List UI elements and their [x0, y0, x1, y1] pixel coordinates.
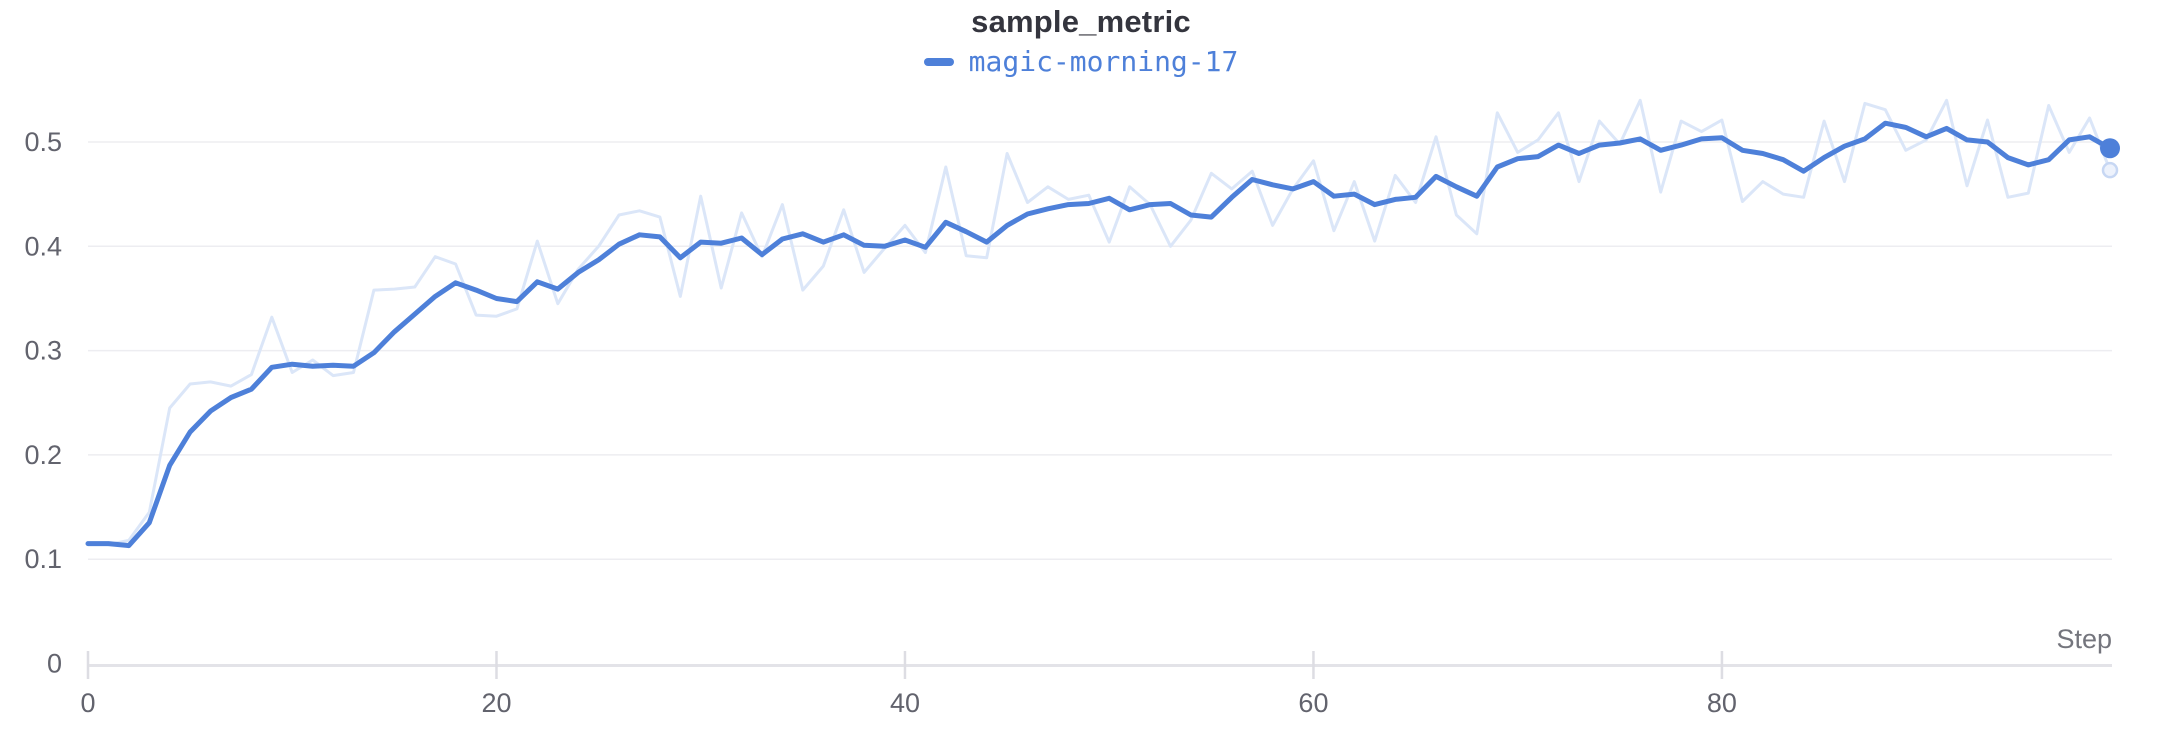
- x-axis-tick-label: 20: [481, 688, 511, 718]
- legend-item-run[interactable]: magic-morning-17: [923, 45, 1239, 78]
- x-axis-tick-label: 0: [80, 688, 95, 718]
- chart-legend: magic-morning-17: [0, 46, 2162, 78]
- y-axis-tick-label: 0.4: [24, 231, 62, 261]
- raw-series-line[interactable]: [86, 98, 2112, 547]
- x-axis-tick-label: 80: [1707, 688, 1737, 718]
- chart-title: sample_metric: [971, 4, 1191, 39]
- legend-run-name: magic-morning-17: [968, 45, 1239, 78]
- y-axis-tick-label: 0.5: [24, 127, 62, 157]
- legend-line-swatch-icon: [923, 58, 954, 66]
- y-axis-tick-label: 0.2: [24, 440, 62, 470]
- x-axis-tick-label: 40: [890, 688, 920, 718]
- x-axis-tick-label: 60: [1298, 688, 1328, 718]
- smoothed-endpoint-marker: [2100, 138, 2120, 159]
- y-axis-tick-label: 0.3: [24, 336, 62, 366]
- smoothed-series-line[interactable]: [85, 120, 2113, 549]
- x-axis-title: Step: [2056, 624, 2112, 654]
- raw-endpoint-marker: [2101, 161, 2119, 179]
- y-axis-tick-label: 0: [47, 649, 62, 679]
- y-axis-tick-label: 0.1: [24, 544, 62, 574]
